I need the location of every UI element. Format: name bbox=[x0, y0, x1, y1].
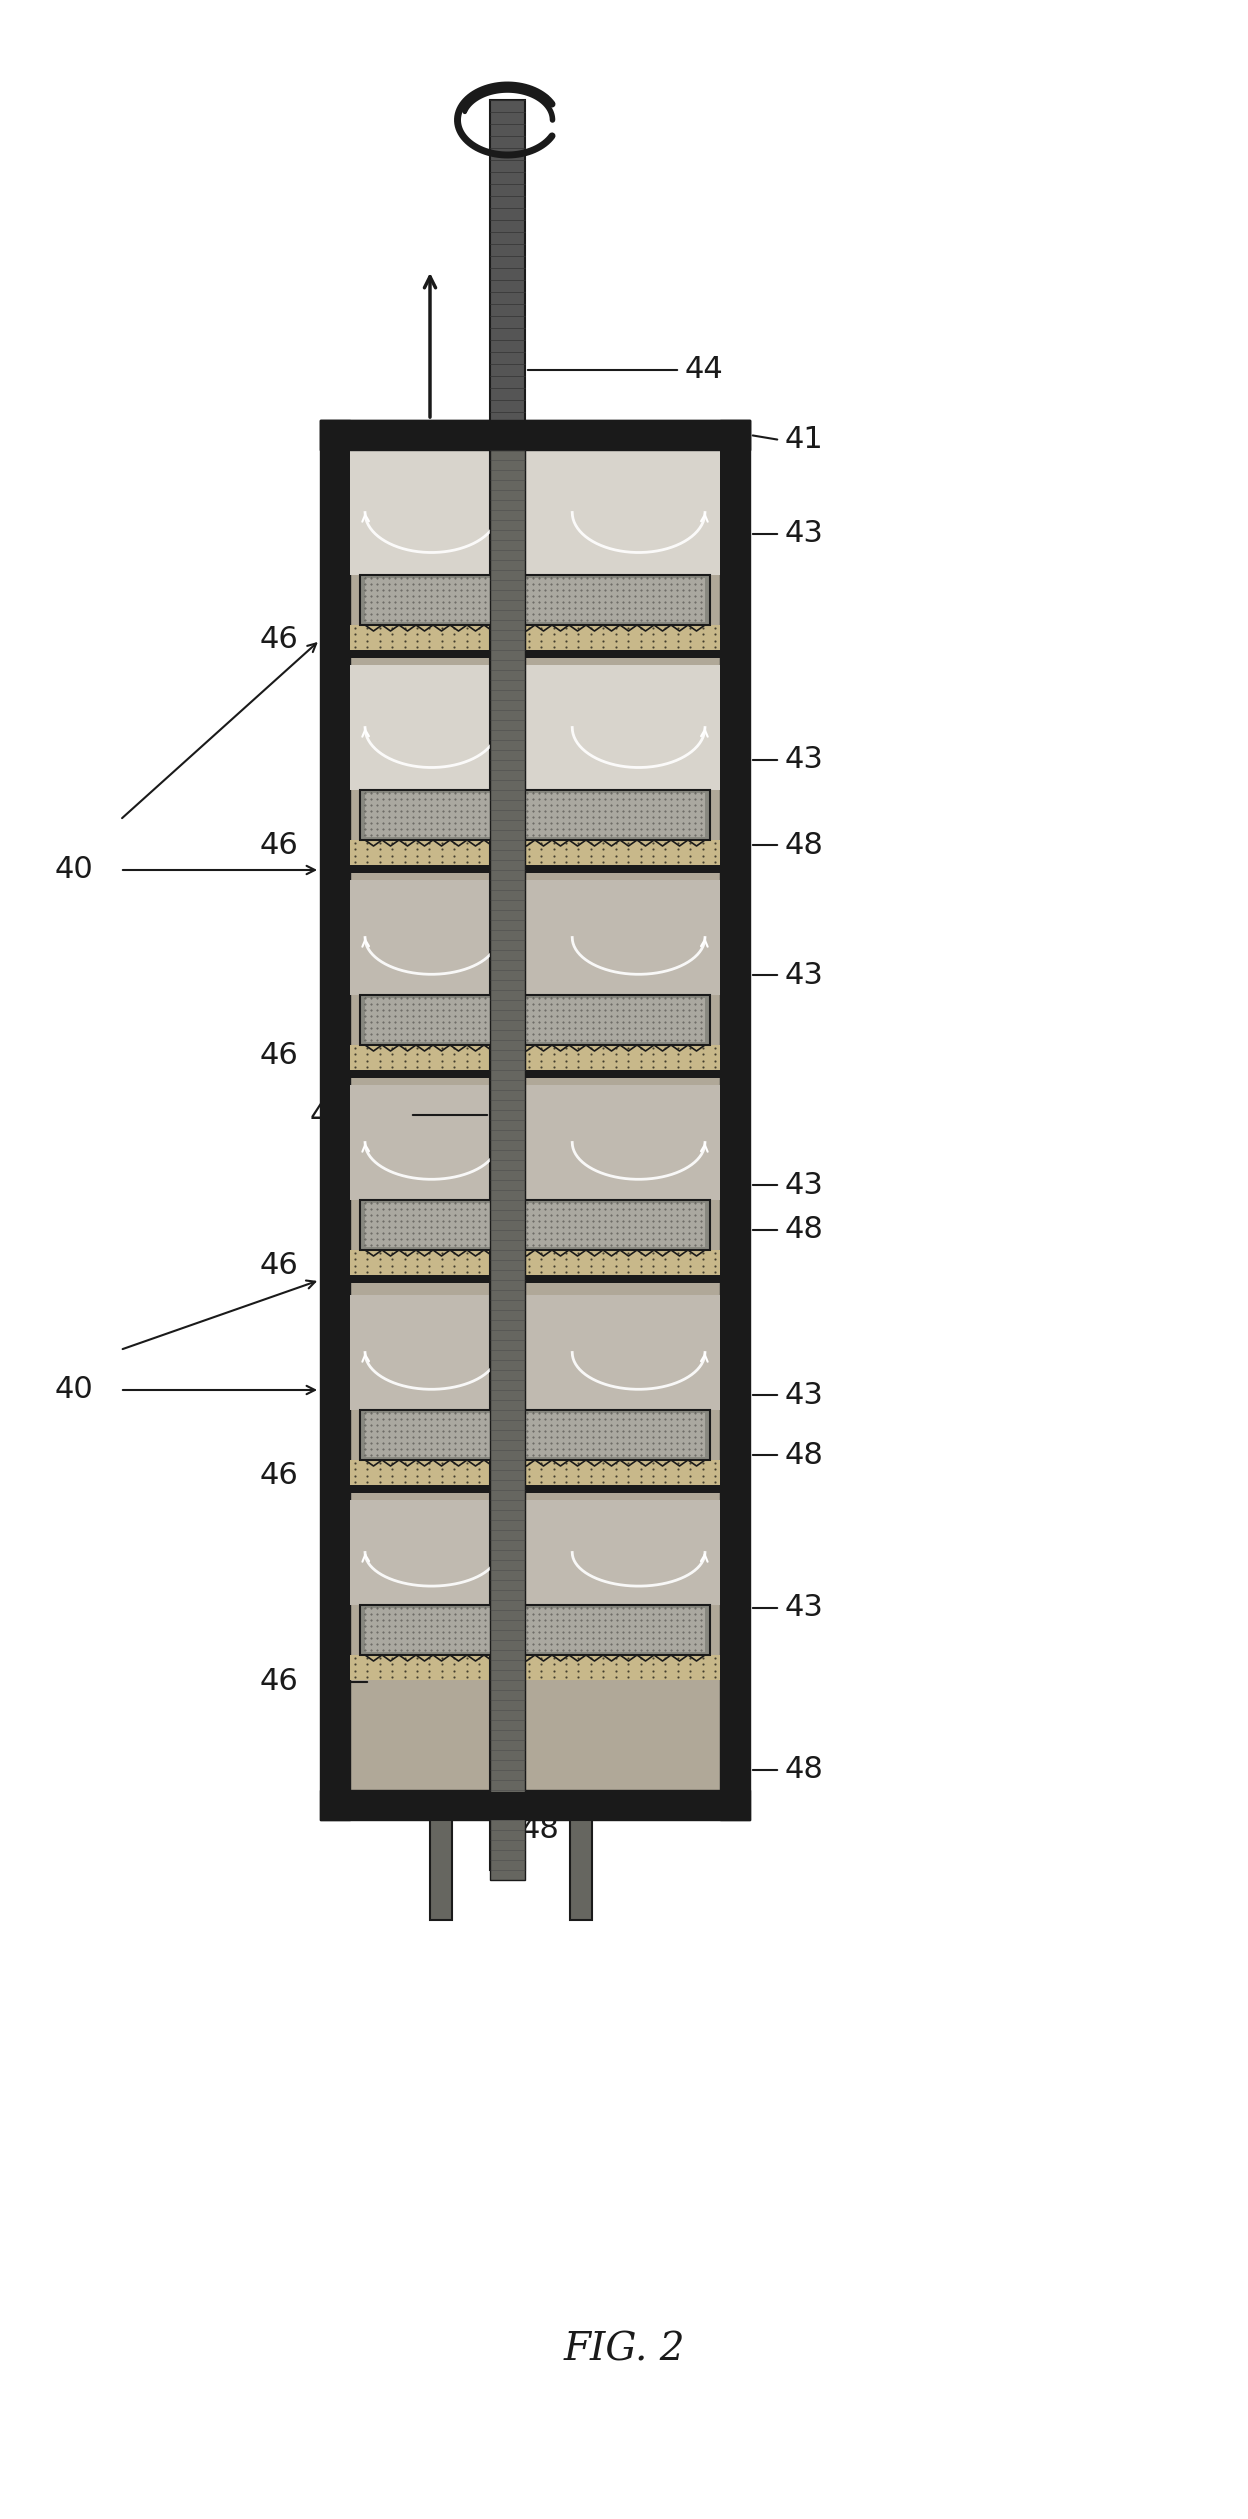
Text: 48: 48 bbox=[785, 1756, 824, 1783]
Text: 48: 48 bbox=[520, 1816, 559, 1844]
Bar bbox=[349, 625, 720, 650]
Bar bbox=[364, 998, 705, 1043]
Bar bbox=[359, 1411, 710, 1461]
Bar bbox=[349, 839, 720, 864]
Bar bbox=[349, 1071, 720, 1078]
Bar bbox=[349, 864, 720, 874]
Text: 46: 46 bbox=[260, 1249, 298, 1280]
Bar bbox=[364, 793, 705, 836]
Bar bbox=[720, 421, 750, 1821]
Bar bbox=[359, 995, 710, 1045]
Bar bbox=[359, 791, 710, 839]
Text: 46: 46 bbox=[260, 1461, 298, 1489]
Text: 43: 43 bbox=[785, 1595, 824, 1622]
Text: 44: 44 bbox=[310, 1101, 348, 1129]
Bar bbox=[364, 577, 705, 622]
Bar bbox=[349, 451, 720, 1791]
Text: 43: 43 bbox=[785, 519, 824, 549]
Bar bbox=[570, 1821, 592, 1919]
Text: 41: 41 bbox=[785, 426, 824, 453]
Text: 46: 46 bbox=[260, 1040, 298, 1071]
Bar bbox=[364, 1413, 705, 1456]
Bar bbox=[319, 1791, 750, 1821]
Bar bbox=[319, 1791, 750, 1821]
Bar bbox=[364, 1607, 705, 1652]
Bar bbox=[490, 451, 525, 1879]
Bar bbox=[349, 1295, 720, 1411]
Bar bbox=[359, 1605, 710, 1655]
Text: 48: 48 bbox=[785, 831, 824, 859]
Text: 43: 43 bbox=[785, 746, 824, 773]
Bar bbox=[349, 879, 720, 995]
Bar bbox=[359, 1199, 710, 1249]
Bar bbox=[349, 650, 720, 657]
Bar bbox=[319, 421, 750, 451]
Bar bbox=[319, 421, 750, 451]
Bar bbox=[349, 1086, 720, 1199]
Bar bbox=[431, 1821, 452, 1919]
Bar bbox=[349, 1655, 720, 1680]
Bar bbox=[349, 1045, 720, 1071]
Bar bbox=[723, 421, 750, 1821]
Bar bbox=[349, 451, 720, 574]
Text: 46: 46 bbox=[260, 625, 298, 655]
Bar bbox=[349, 1275, 720, 1282]
Text: FIG. 2: FIG. 2 bbox=[563, 2333, 685, 2368]
Text: 48: 48 bbox=[785, 1217, 824, 1244]
Text: 46: 46 bbox=[260, 831, 298, 859]
Text: 43: 43 bbox=[785, 1380, 824, 1411]
Bar bbox=[349, 1249, 720, 1275]
Text: 43: 43 bbox=[785, 960, 824, 990]
Text: 46: 46 bbox=[260, 1668, 298, 1695]
Bar bbox=[349, 1486, 720, 1494]
Bar bbox=[319, 421, 750, 448]
Bar bbox=[319, 421, 349, 1821]
Text: 44: 44 bbox=[685, 355, 724, 385]
Bar bbox=[319, 421, 348, 1821]
Bar bbox=[359, 574, 710, 625]
Text: 40: 40 bbox=[55, 1375, 94, 1406]
Bar bbox=[349, 1461, 720, 1486]
Bar bbox=[349, 665, 720, 791]
Text: 43: 43 bbox=[785, 1171, 824, 1199]
Text: 40: 40 bbox=[55, 856, 94, 884]
Bar bbox=[490, 101, 525, 1869]
Bar bbox=[349, 1499, 720, 1605]
Text: 48: 48 bbox=[785, 1441, 824, 1469]
Bar bbox=[364, 1204, 705, 1247]
